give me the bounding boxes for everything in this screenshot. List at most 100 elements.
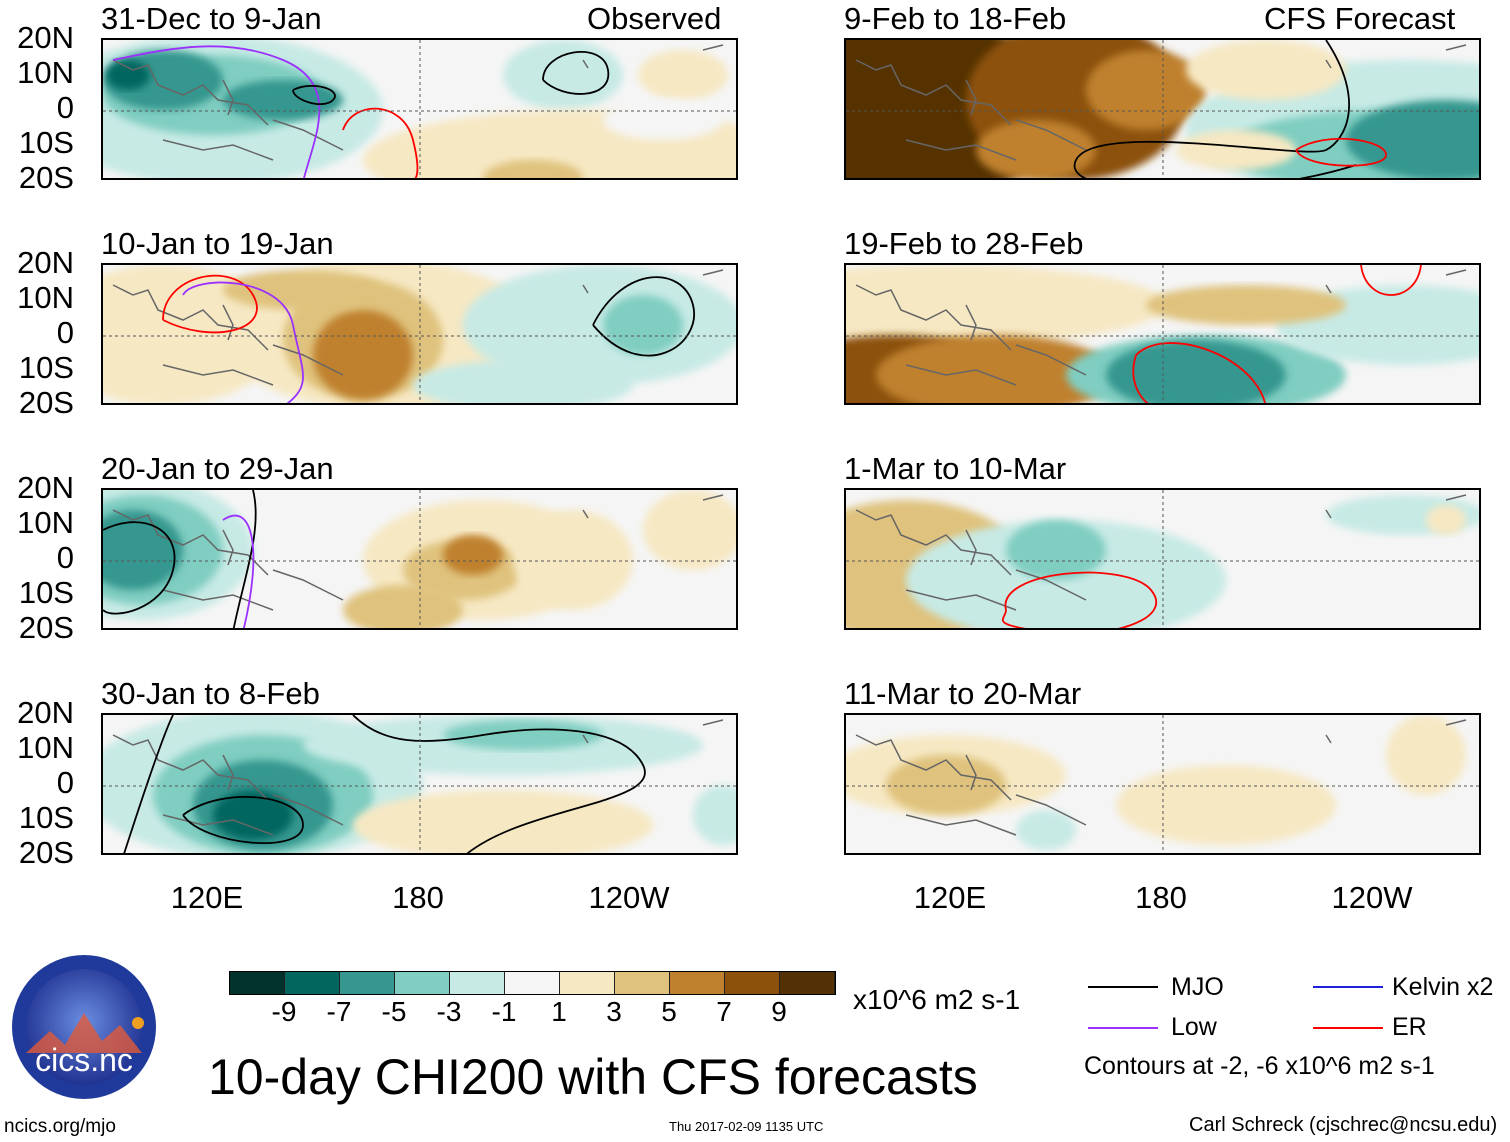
lat-label: 10N bbox=[17, 505, 74, 540]
chi200-anomaly-region bbox=[1116, 765, 1336, 845]
lat-label: 10N bbox=[17, 280, 74, 315]
chi200-anomaly-region bbox=[638, 50, 728, 100]
wave-contour bbox=[112, 45, 321, 178]
lat-label: 20N bbox=[17, 245, 74, 280]
map-fill bbox=[103, 490, 736, 628]
wave-contour bbox=[542, 50, 609, 95]
lat-label: 20S bbox=[18, 610, 74, 645]
footer-author: Carl Schreck (cjschrec@ncsu.edu) bbox=[1189, 1114, 1498, 1136]
chi200-anomaly-region bbox=[1346, 100, 1479, 178]
colorbar bbox=[229, 971, 836, 995]
lat-label: 0 bbox=[56, 90, 74, 125]
chi200-anomaly-region bbox=[1006, 520, 1106, 580]
colorbar-tick: -1 bbox=[491, 996, 517, 1027]
footer-timestamp: Thu 2017-02-09 1135 UTC bbox=[669, 1119, 824, 1134]
chi200-anomaly-region bbox=[443, 535, 503, 575]
chi200-anomaly-region bbox=[103, 510, 183, 590]
chi200-anomaly-region bbox=[353, 790, 653, 853]
lon-label: 120W bbox=[1331, 880, 1413, 915]
colorbar-swatch bbox=[780, 972, 835, 994]
chi200-anomaly-region bbox=[343, 585, 463, 628]
legend-line-er bbox=[1313, 1027, 1383, 1029]
lat-label: 10N bbox=[17, 730, 74, 765]
panel-title: 10-Jan to 19-Jan bbox=[101, 226, 334, 261]
legend-label-er: ER bbox=[1392, 1013, 1427, 1041]
lon-label: 120W bbox=[588, 880, 670, 915]
chi200-anomaly-region bbox=[603, 100, 723, 140]
map-fill bbox=[846, 715, 1479, 853]
chi200-anomaly-region bbox=[223, 80, 343, 120]
lon-label: 180 bbox=[1135, 880, 1187, 915]
chi200-anomaly-region bbox=[223, 270, 383, 310]
panel-title: 11-Mar to 20-Mar bbox=[844, 676, 1082, 711]
colorbar-units: x10^6 m2 s-1 bbox=[853, 984, 1021, 1015]
lon-label: 120E bbox=[170, 880, 244, 915]
colorbar-swatch bbox=[670, 972, 725, 994]
wave-contour bbox=[182, 796, 304, 844]
wave-contour bbox=[232, 490, 257, 628]
colorbar-tick: -7 bbox=[326, 996, 352, 1027]
map-panel bbox=[844, 488, 1481, 630]
chi200-anomaly-region bbox=[1186, 40, 1346, 100]
chi200-anomaly-region bbox=[876, 335, 1116, 403]
lat-label: 0 bbox=[56, 765, 74, 800]
colorbar-swatch bbox=[505, 972, 560, 994]
lat-label: 0 bbox=[56, 540, 74, 575]
lat-label: 10S bbox=[18, 350, 74, 385]
colorbar-swatch bbox=[725, 972, 780, 994]
wave-contour bbox=[1132, 342, 1266, 403]
panel-title: 31-Dec to 9-Jan bbox=[101, 1, 322, 36]
coastline bbox=[855, 494, 1467, 611]
chi200-anomaly-region bbox=[693, 785, 736, 845]
map-fill bbox=[103, 265, 736, 403]
footer-url: ncics.org/mjo bbox=[4, 1116, 116, 1137]
lat-label: 10S bbox=[18, 125, 74, 160]
lat-label: 10S bbox=[18, 800, 74, 835]
colorbar-swatch bbox=[230, 972, 285, 994]
chi200-anomaly-region bbox=[1386, 715, 1466, 795]
chi200-anomaly-region bbox=[603, 295, 683, 355]
chi200-anomaly-region bbox=[313, 310, 413, 400]
observed-label: Observed bbox=[587, 1, 722, 36]
map-panel bbox=[101, 488, 738, 630]
colorbar-tick: -9 bbox=[271, 996, 297, 1027]
colorbar-swatch bbox=[340, 972, 395, 994]
chi200-anomaly-region bbox=[976, 120, 1096, 178]
map-panel bbox=[101, 263, 738, 405]
coastline bbox=[855, 269, 1467, 386]
wave-contour bbox=[1360, 265, 1422, 296]
lat-label: 20S bbox=[18, 835, 74, 870]
colorbar-tick: 1 bbox=[551, 996, 567, 1027]
cfs-forecast-label: CFS Forecast bbox=[1264, 1, 1456, 36]
wave-contour bbox=[1001, 571, 1158, 628]
legend-label-low: Low bbox=[1171, 1013, 1217, 1041]
colorbar-tick: -5 bbox=[381, 996, 407, 1027]
wave-contour bbox=[1073, 40, 1357, 178]
lon-label: 120E bbox=[913, 880, 987, 915]
chi200-anomaly-region bbox=[463, 265, 736, 385]
chi200-anomaly-region bbox=[443, 720, 603, 750]
map-panel bbox=[844, 38, 1481, 180]
colorbar-swatch bbox=[450, 972, 505, 994]
colorbar-tick: 3 bbox=[606, 996, 622, 1027]
legend-line-low bbox=[1088, 1027, 1158, 1029]
wave-contour bbox=[222, 514, 255, 628]
lat-label: 20N bbox=[17, 695, 74, 730]
chi200-anomaly-region bbox=[503, 40, 623, 110]
colorbar-tick: 7 bbox=[716, 996, 732, 1027]
map-fill bbox=[846, 40, 1479, 178]
map-fill bbox=[846, 490, 1479, 628]
lat-label: 20N bbox=[17, 470, 74, 505]
map-panel bbox=[844, 713, 1481, 855]
logo-text: cics.nc bbox=[35, 1042, 133, 1078]
contour-note: Contours at -2, -6 x10^6 m2 s-1 bbox=[1084, 1052, 1435, 1080]
panel-title: 19-Feb to 28-Feb bbox=[844, 226, 1084, 261]
lat-label: 20S bbox=[18, 385, 74, 420]
lon-label: 180 bbox=[392, 880, 444, 915]
chi200-anomaly-region bbox=[213, 790, 293, 840]
coastline bbox=[112, 269, 724, 386]
chi200-anomaly-region bbox=[1106, 340, 1286, 403]
colorbar-swatch bbox=[285, 972, 340, 994]
coastline bbox=[855, 44, 1467, 161]
